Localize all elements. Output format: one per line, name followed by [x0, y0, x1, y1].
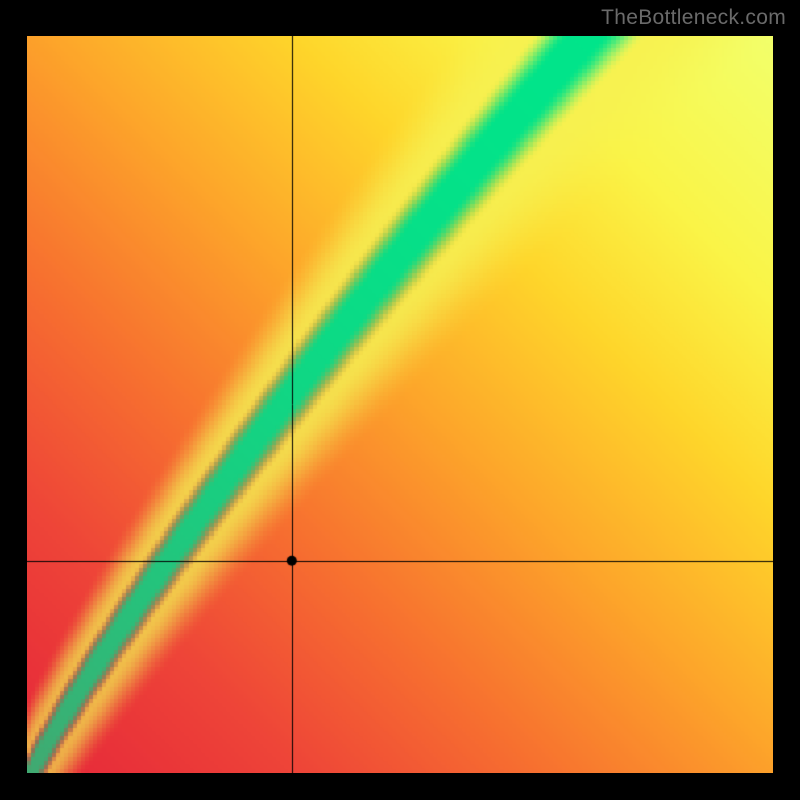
heatmap-canvas — [27, 36, 773, 773]
page-root: TheBottleneck.com — [0, 0, 800, 800]
watermark-text: TheBottleneck.com — [601, 6, 786, 30]
chart-frame — [27, 36, 773, 773]
